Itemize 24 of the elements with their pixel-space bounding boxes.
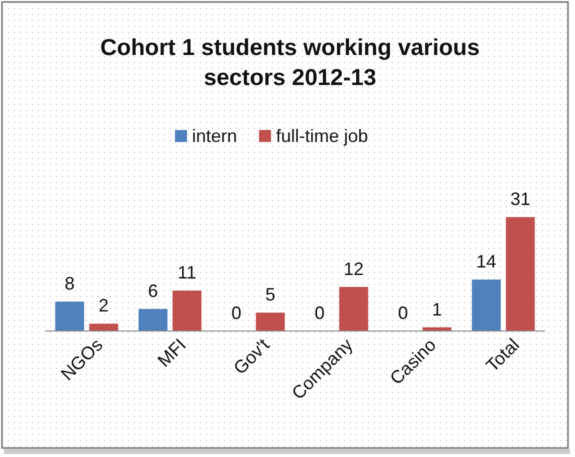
x-tick-label: MFI xyxy=(154,334,190,371)
bar xyxy=(472,280,501,331)
data-label: 0 xyxy=(314,303,325,323)
bar xyxy=(89,324,118,331)
data-label: 8 xyxy=(64,274,75,294)
data-label: 0 xyxy=(398,303,408,323)
chart-title: Cohort 1 students working various sectors 2012-13 xyxy=(100,34,480,90)
data-label: 5 xyxy=(265,284,276,305)
bar xyxy=(172,290,202,331)
data-label: 14 xyxy=(476,252,496,272)
data-label: 31 xyxy=(510,189,530,210)
legend-label: intern xyxy=(192,126,238,146)
bar xyxy=(506,217,535,331)
bar xyxy=(256,312,285,331)
bar xyxy=(339,286,368,331)
bar xyxy=(55,302,84,331)
data-label: 2 xyxy=(98,296,109,316)
legend-label: full-time job xyxy=(276,126,368,146)
data-label: 11 xyxy=(178,262,196,283)
data-label: 12 xyxy=(344,258,364,279)
data-label: 1 xyxy=(432,299,442,320)
data-label: 6 xyxy=(148,280,158,301)
bar xyxy=(138,308,168,331)
data-label: 0 xyxy=(231,303,242,323)
